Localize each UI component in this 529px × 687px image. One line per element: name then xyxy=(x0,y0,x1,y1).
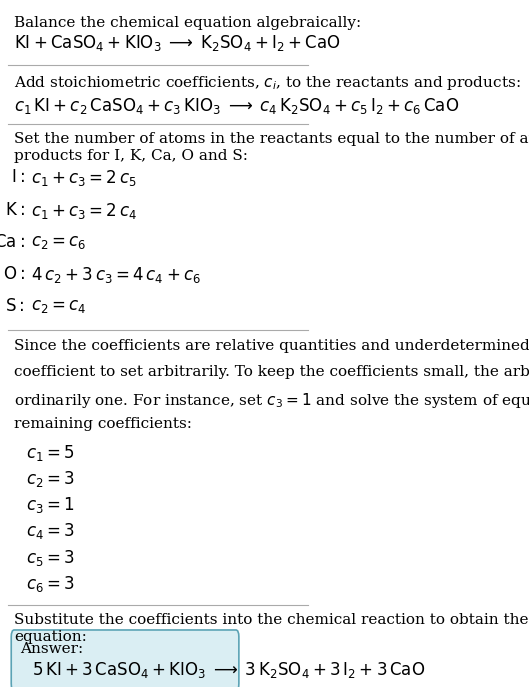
Text: $c_1 + c_3 = 2\,c_5$: $c_1 + c_3 = 2\,c_5$ xyxy=(31,168,136,188)
Text: $\mathrm{Ca:}$: $\mathrm{Ca:}$ xyxy=(0,233,25,251)
Text: $c_1 + c_3 = 2\,c_4$: $c_1 + c_3 = 2\,c_4$ xyxy=(31,201,136,221)
Text: $c_2 = 3$: $c_2 = 3$ xyxy=(26,469,75,489)
Text: $c_3 = 1$: $c_3 = 1$ xyxy=(26,495,75,515)
Text: remaining coefficients:: remaining coefficients: xyxy=(14,417,192,431)
Text: coefficient to set arbitrarily. To keep the coefficients small, the arbitrary va: coefficient to set arbitrarily. To keep … xyxy=(14,365,529,379)
Text: $c_6 = 3$: $c_6 = 3$ xyxy=(26,574,75,594)
Text: Substitute the coefficients into the chemical reaction to obtain the balanced: Substitute the coefficients into the che… xyxy=(14,613,529,627)
Text: Set the number of atoms in the reactants equal to the number of atoms in the: Set the number of atoms in the reactants… xyxy=(14,132,529,146)
Text: $\mathrm{O:}$: $\mathrm{O:}$ xyxy=(3,265,25,283)
Text: $\mathrm{S:}$: $\mathrm{S:}$ xyxy=(5,297,25,315)
Text: $5\,\mathrm{KI} + 3\,\mathrm{CaSO_4} + \mathrm{KIO_3} \;\longrightarrow\; 3\,\ma: $5\,\mathrm{KI} + 3\,\mathrm{CaSO_4} + \… xyxy=(32,660,425,679)
Text: equation:: equation: xyxy=(14,630,87,644)
Text: $\mathrm{K:}$: $\mathrm{K:}$ xyxy=(5,201,25,218)
Text: Since the coefficients are relative quantities and underdetermined, choose a: Since the coefficients are relative quan… xyxy=(14,339,529,352)
Text: $4\,c_2 + 3\,c_3 = 4\,c_4 + c_6$: $4\,c_2 + 3\,c_3 = 4\,c_4 + c_6$ xyxy=(31,265,200,285)
Text: $c_1\,\mathrm{KI} + c_2\,\mathrm{CaSO_4} + c_3\,\mathrm{KIO_3} \;\longrightarrow: $c_1\,\mathrm{KI} + c_2\,\mathrm{CaSO_4}… xyxy=(14,96,460,116)
Text: Balance the chemical equation algebraically:: Balance the chemical equation algebraica… xyxy=(14,16,361,30)
Text: $\mathrm{KI + CaSO_4 + KIO_3} \;\longrightarrow\; \mathrm{K_2SO_4 + I_2 + CaO}$: $\mathrm{KI + CaSO_4 + KIO_3} \;\longrig… xyxy=(14,33,341,53)
Text: ordinarily one. For instance, set $c_3 = 1$ and solve the system of equations fo: ordinarily one. For instance, set $c_3 =… xyxy=(14,391,529,410)
Text: $\mathrm{I:}$: $\mathrm{I:}$ xyxy=(11,168,25,186)
Text: products for I, K, Ca, O and S:: products for I, K, Ca, O and S: xyxy=(14,149,248,163)
Text: $c_2 = c_6$: $c_2 = c_6$ xyxy=(31,233,86,251)
Text: Answer:: Answer: xyxy=(20,642,84,656)
Text: $c_1 = 5$: $c_1 = 5$ xyxy=(26,443,75,463)
Text: $c_4 = 3$: $c_4 = 3$ xyxy=(26,521,75,541)
Text: $c_2 = c_4$: $c_2 = c_4$ xyxy=(31,297,86,315)
FancyBboxPatch shape xyxy=(11,630,239,687)
Text: $c_5 = 3$: $c_5 = 3$ xyxy=(26,548,75,567)
Text: Add stoichiometric coefficients, $c_i$, to the reactants and products:: Add stoichiometric coefficients, $c_i$, … xyxy=(14,74,521,91)
